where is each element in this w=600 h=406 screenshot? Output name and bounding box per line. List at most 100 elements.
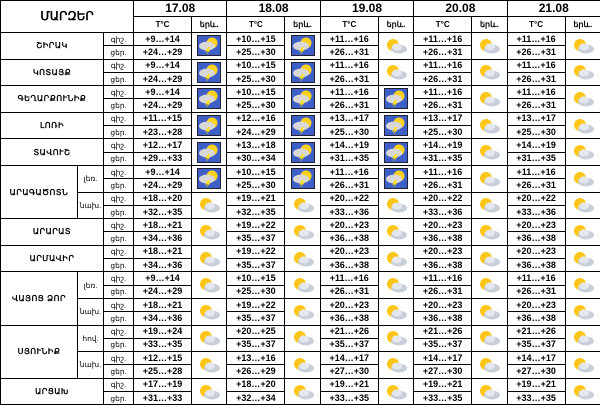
forecast-line: ցեր. +34…+36 +35…+37 +36…+38 +36…+38 +36…+38 [1, 231, 600, 246]
partly-cloudy-icon [293, 251, 314, 267]
weather-icon [191, 271, 228, 299]
temperature: +21…+26 [319, 324, 379, 339]
temperature: +32…+34 [226, 391, 286, 406]
temperature: +31…+33 [133, 391, 193, 406]
temperature: +13…+17 [413, 111, 473, 127]
partly-cloudy-icon [200, 331, 221, 346]
weather-icon [191, 324, 228, 353]
temperature: +11…+16 [319, 164, 379, 180]
forecast-line: ՎԱՅՈՑ ՁՈՐ լեռ. գիշ. +9…+14 +10…+15 +11…+16 +11… [0, 271, 600, 326]
period-label: ցեր. [102, 258, 135, 273]
temperature: +27…+30 [506, 364, 566, 379]
weather-icon [284, 324, 321, 353]
date-header: 19.08 [319, 0, 415, 17]
temperature: +25…+30 [226, 178, 286, 193]
partly-cloudy-icon [573, 331, 594, 346]
partly-cloudy-icon [480, 304, 501, 320]
temperature: +36…+38 [506, 258, 566, 273]
phenomenon-label: երև. [284, 16, 321, 33]
temperature: +26…+31 [506, 178, 566, 193]
temperature: +25…+30 [413, 125, 473, 140]
weather-icon [377, 218, 415, 246]
temp-label: T°C [319, 16, 379, 33]
temperature: +11…+16 [319, 271, 379, 286]
forecast-line: ԱՐԱԳԱԾՈՏՆ լեռ. գիշ. +9…+14 +10…+15 +11…+16 +11… [0, 164, 600, 220]
region-name: ԱՐԱԳԱԾՈՏՆ [0, 164, 78, 220]
area-name: հով. [77, 324, 104, 353]
temperature: +18…+20 [226, 377, 286, 393]
weather-icon [471, 324, 508, 353]
temperature: +26…+31 [413, 284, 473, 299]
partly-cloudy-icon [386, 304, 407, 320]
temperature: +26…+31 [506, 45, 566, 60]
period-label: ցեր. [102, 231, 135, 246]
forecast-line: ԱՐՑԱԽ գիշ. +17…+19 +18…+20 +19…+21 +19…+21 +19… [0, 377, 600, 406]
temperature: +20…+23 [413, 244, 473, 260]
temperature: +35…+37 [226, 337, 286, 353]
weather-icon [377, 377, 415, 406]
weather-icon [284, 138, 321, 166]
temperature: +19…+22 [226, 297, 286, 313]
temperature: +26…+31 [413, 178, 473, 193]
temperature: +36…+38 [413, 258, 473, 273]
weather-icon [564, 297, 600, 326]
weather-icon [377, 138, 415, 166]
weather-icon [377, 324, 415, 353]
partly-cloudy-icon [386, 278, 407, 293]
weather-icon [284, 85, 321, 113]
temperature: +33…+35 [506, 391, 566, 406]
storm-icon [197, 115, 222, 137]
weather-icon [564, 32, 600, 60]
area-name: լեռ. [77, 271, 104, 299]
weather-icon [284, 164, 321, 193]
temperature: +11…+15 [133, 111, 193, 127]
temperature: +14…+17 [413, 351, 473, 366]
temperature: +24…+29 [226, 125, 286, 140]
temperature: +20…+23 [506, 244, 566, 260]
partly-cloudy-icon [573, 65, 594, 80]
weather-icon [191, 377, 228, 406]
area-name: նախ. [77, 351, 104, 379]
temperature: +30…+34 [226, 151, 286, 166]
temperature: +12…+17 [133, 138, 193, 153]
period-label: գիշ. [102, 111, 135, 127]
storm-icon [383, 168, 408, 190]
forecast-line: նախ. գիշ. +18…+20 +19…+21 +20…+22 +20…+22 +20…… [1, 191, 600, 220]
period-label: գիշ. [102, 31, 135, 47]
temperature: +26…+31 [413, 71, 473, 87]
weather-icon [284, 191, 321, 220]
temperature: +11…+16 [413, 85, 473, 100]
temperature: +14…+19 [506, 138, 566, 153]
temperature: +10…+15 [226, 31, 286, 47]
temperature: +14…+19 [413, 138, 473, 153]
partly-cloudy-icon [480, 278, 501, 293]
weather-icon [191, 85, 228, 113]
temperature: +12…+15 [133, 351, 193, 366]
temperature: +20…+22 [413, 191, 473, 206]
weather-icon [471, 138, 508, 166]
temperature: +26…+31 [413, 45, 473, 60]
partly-cloudy-icon [573, 357, 594, 373]
forecast-line: ՍՅՈՒՆԻՔ հով. գիշ. +19…+24 +20…+25 +21…+26 +21…… [0, 324, 600, 379]
temperature: +14…+19 [319, 138, 379, 153]
weather-icon [471, 351, 508, 379]
weather-icon [377, 111, 415, 140]
temperature: +24…+29 [133, 98, 193, 113]
temperature: +31…+35 [506, 151, 566, 166]
temperature: +35…+37 [226, 231, 286, 246]
weather-icon [564, 324, 600, 353]
temperature: +14…+17 [319, 351, 379, 366]
period-label: գիշ. [102, 244, 135, 260]
temperature: +11…+16 [413, 271, 473, 286]
weather-icon [377, 244, 415, 273]
partly-cloudy-icon [386, 251, 407, 267]
partly-cloudy-icon [480, 198, 501, 213]
storm-icon [383, 141, 408, 163]
storm-icon [197, 141, 222, 163]
area-name: լեռ. [77, 164, 104, 193]
storm-icon [290, 115, 315, 137]
temperature: +25…+30 [226, 71, 286, 87]
temperature: +25…+30 [506, 125, 566, 140]
temperature: +33…+36 [506, 204, 566, 220]
temperature: +36…+38 [413, 311, 473, 326]
